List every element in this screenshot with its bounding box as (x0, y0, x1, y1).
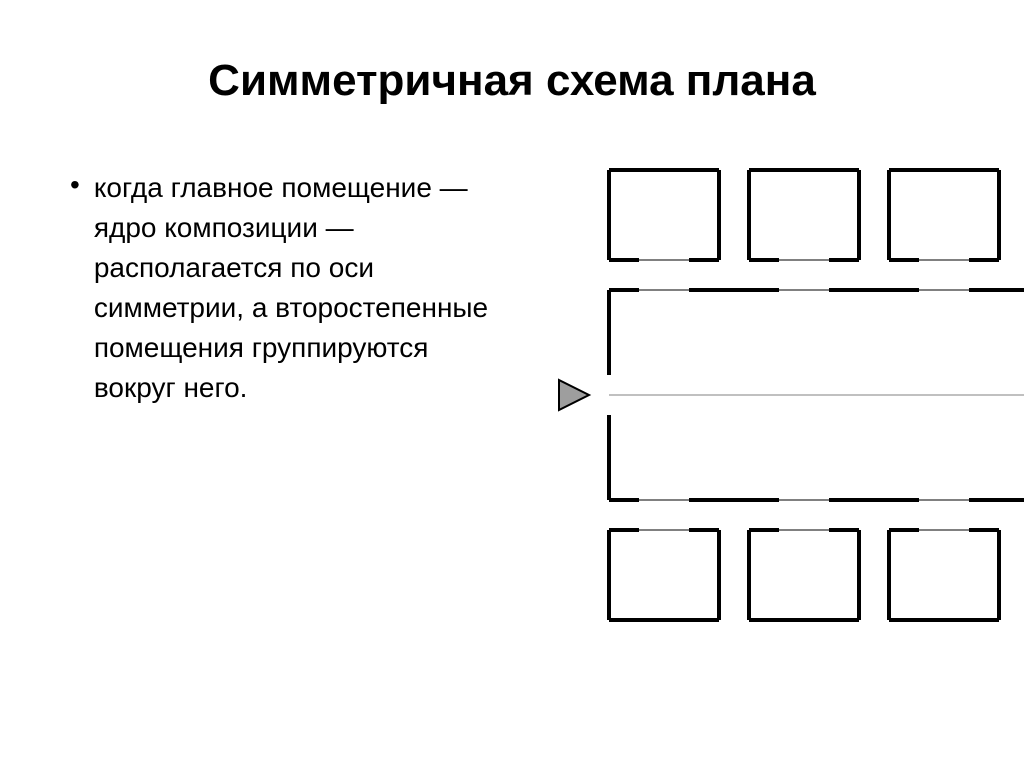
floor-plan-diagram (539, 160, 1024, 640)
bullet-text: когда главное помещение — ядро композици… (94, 168, 500, 408)
bullet-marker: • (70, 168, 80, 202)
content-area: • когда главное помещение — ядро компози… (70, 168, 500, 408)
slide-title: Симметричная схема плана (0, 56, 1024, 106)
bullet-item: • когда главное помещение — ядро компози… (70, 168, 500, 408)
slide: Симметричная схема плана • когда главное… (0, 0, 1024, 767)
floor-plan-svg (539, 160, 1024, 640)
